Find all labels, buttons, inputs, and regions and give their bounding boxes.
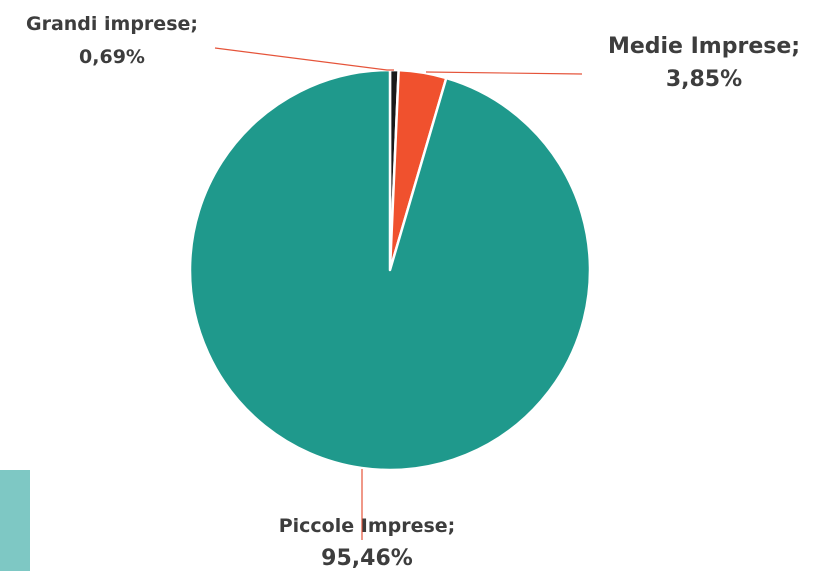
label-medie-name: Medie Imprese; <box>608 34 800 59</box>
pie-slice-piccole-imprese <box>188 68 592 472</box>
label-grandi-value: 0,69% <box>79 46 145 68</box>
leader-line-medie <box>425 71 583 75</box>
decorative-side-bar <box>0 470 30 571</box>
label-medie-value: 3,85% <box>666 67 742 92</box>
leader-lines <box>214 47 583 540</box>
slice-labels: Grandi imprese; 0,69% Medie Imprese; 3,8… <box>26 13 800 571</box>
label-grandi-name: Grandi imprese; <box>26 13 198 35</box>
leader-line-grandi <box>214 47 394 71</box>
label-piccole-name: Piccole Imprese; <box>279 515 456 537</box>
label-piccole-value: 95,46% <box>321 546 413 571</box>
pie-slices <box>188 68 592 472</box>
